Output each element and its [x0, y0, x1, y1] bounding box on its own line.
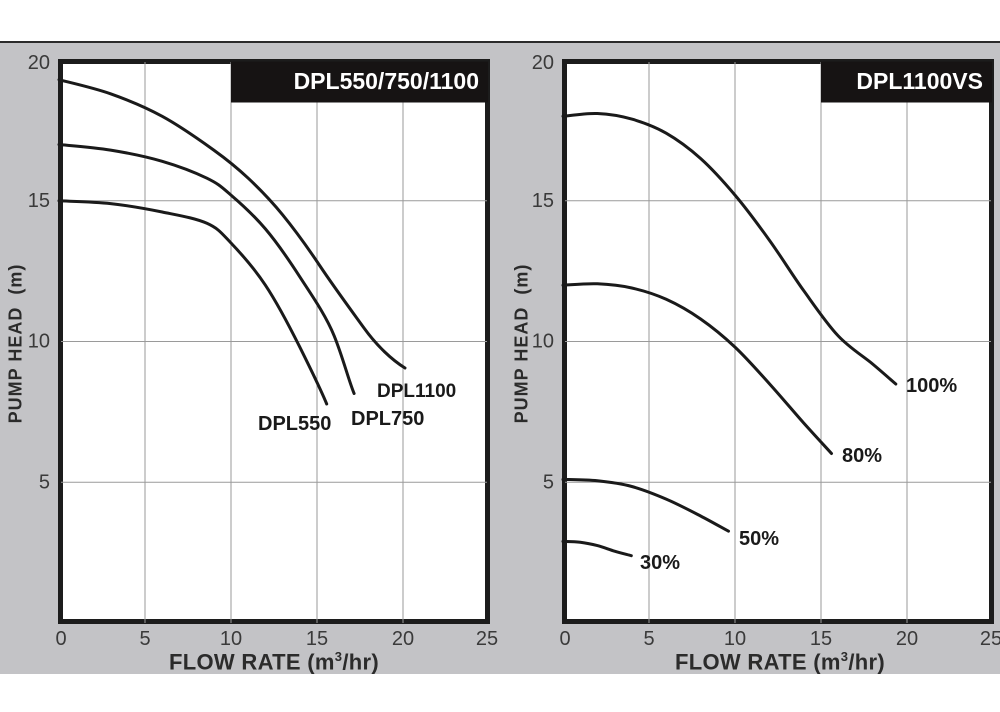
svg-text:80%: 80%	[842, 445, 882, 467]
svg-text:10: 10	[220, 628, 242, 650]
svg-text:0: 0	[55, 628, 66, 650]
svg-text:20: 20	[532, 52, 554, 74]
svg-text:15: 15	[306, 628, 328, 650]
svg-text:50%: 50%	[739, 528, 779, 550]
svg-text:15: 15	[810, 628, 832, 650]
svg-text:10: 10	[28, 331, 50, 353]
svg-text:10: 10	[532, 331, 554, 353]
svg-text:5: 5	[643, 628, 654, 650]
svg-text:10: 10	[724, 628, 746, 650]
svg-text:DPL550: DPL550	[258, 413, 331, 435]
svg-text:15: 15	[28, 190, 50, 212]
svg-text:DPL1100VS: DPL1100VS	[856, 68, 983, 94]
svg-text:20: 20	[28, 52, 50, 74]
svg-text:DPL550/750/1100: DPL550/750/1100	[294, 68, 479, 94]
svg-text:25: 25	[980, 628, 1000, 650]
svg-text:0: 0	[559, 628, 570, 650]
svg-text:5: 5	[139, 628, 150, 650]
svg-text:25: 25	[476, 628, 498, 650]
svg-text:DPL750: DPL750	[351, 408, 424, 430]
svg-text:20: 20	[392, 628, 414, 650]
svg-text:DPL1100: DPL1100	[377, 381, 456, 402]
svg-text:15: 15	[532, 190, 554, 212]
svg-text:30%: 30%	[640, 552, 680, 574]
svg-text:5: 5	[39, 471, 50, 493]
svg-text:100%: 100%	[906, 375, 957, 397]
svg-text:5: 5	[543, 471, 554, 493]
svg-text:20: 20	[896, 628, 918, 650]
